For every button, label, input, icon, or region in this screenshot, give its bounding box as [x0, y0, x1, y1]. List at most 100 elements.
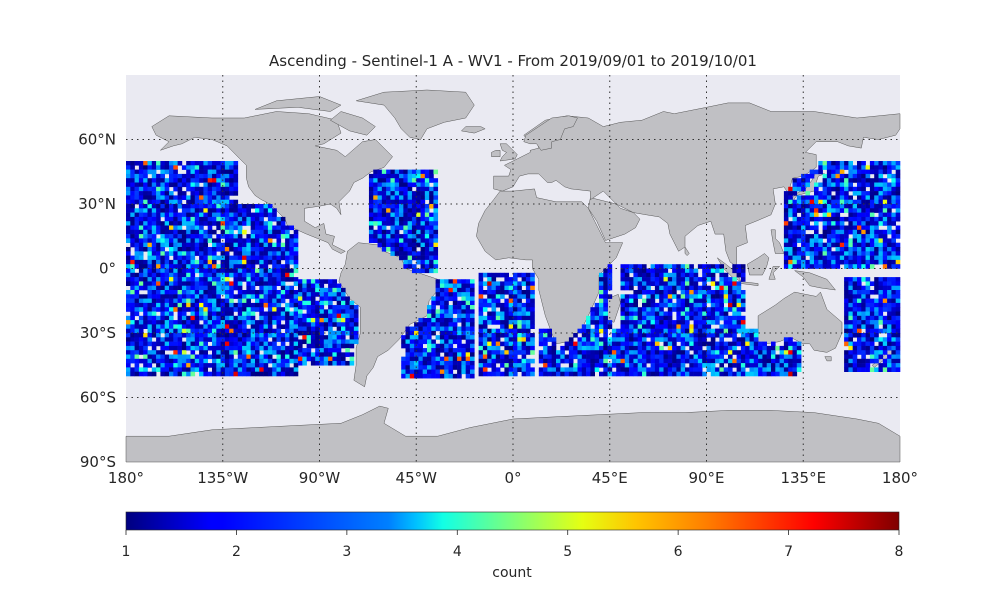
heatmap-cell — [267, 259, 273, 265]
heatmap-cell — [869, 358, 875, 364]
heatmap-cell — [633, 358, 638, 364]
heatmap-cell — [680, 367, 686, 372]
heatmap-cell — [411, 212, 417, 218]
heatmap-cell — [151, 225, 157, 231]
heatmap-cell — [710, 307, 716, 312]
heatmap-cell — [416, 242, 421, 248]
heatmap-cell — [495, 354, 501, 360]
heatmap-cell — [878, 255, 884, 261]
heatmap-cell — [420, 199, 426, 205]
heatmap-cell — [663, 367, 669, 372]
heatmap-cell — [409, 326, 415, 332]
heatmap-cell — [435, 365, 441, 370]
heatmap-cell — [762, 367, 767, 372]
heatmap-cell — [424, 234, 430, 239]
heatmap-cell — [289, 328, 294, 334]
heatmap-cell — [259, 367, 264, 372]
heatmap-cell — [285, 350, 290, 355]
heatmap-cell — [874, 337, 879, 342]
heatmap-cell — [865, 251, 871, 256]
heatmap-cell — [169, 333, 174, 338]
heatmap-cell — [216, 324, 221, 329]
heatmap-cell — [702, 350, 707, 355]
heatmap-cell — [715, 302, 720, 308]
heatmap-cell — [869, 238, 875, 243]
heatmap-cell — [224, 199, 230, 205]
heatmap-cell — [229, 259, 234, 265]
heatmap-cell — [134, 212, 140, 218]
heatmap-cell — [242, 324, 247, 329]
heatmap-cell — [134, 290, 140, 295]
heatmap-cell — [646, 311, 651, 317]
heatmap-cell — [887, 285, 892, 291]
heatmap-cell — [233, 333, 239, 338]
heatmap-cell — [328, 313, 333, 319]
heatmap-cell — [353, 313, 359, 319]
heatmap-cell — [190, 169, 196, 175]
heatmap-cell — [418, 365, 423, 370]
heatmap-cell — [788, 221, 793, 226]
heatmap-cell — [594, 363, 600, 368]
heatmap-cell — [680, 302, 686, 308]
heatmap-cell — [177, 204, 183, 209]
heatmap-cell — [390, 199, 396, 205]
heatmap-cell — [336, 287, 342, 293]
heatmap-cell — [169, 191, 174, 196]
heatmap-cell — [250, 333, 256, 338]
heatmap-cell — [143, 264, 148, 269]
heatmap-cell — [728, 290, 733, 295]
heatmap-cell — [878, 165, 884, 170]
heatmap-cell — [788, 371, 793, 377]
heatmap-cell — [745, 350, 750, 355]
heatmap-cell — [861, 229, 866, 235]
heatmap-cell — [147, 298, 153, 304]
heatmap-cell — [624, 358, 630, 364]
heatmap-cell — [508, 302, 514, 308]
heatmap-cell — [160, 165, 165, 170]
heatmap-cell — [831, 178, 836, 183]
heatmap-cell — [267, 320, 273, 325]
heatmap-cell — [895, 199, 901, 205]
heatmap-cell — [409, 365, 415, 370]
heatmap-cell — [216, 290, 221, 295]
heatmap-cell — [560, 354, 565, 360]
heatmap-cell — [276, 255, 282, 261]
heatmap-cell — [654, 272, 660, 278]
heatmap-cell — [310, 305, 316, 310]
heatmap-cell — [181, 173, 187, 179]
heatmap-cell — [728, 277, 733, 282]
heatmap-cell — [147, 358, 153, 364]
heatmap-cell — [525, 285, 531, 291]
heatmap-cell — [126, 281, 131, 286]
heatmap-cell — [530, 285, 535, 291]
heatmap-cell — [285, 234, 290, 239]
heatmap-cell — [332, 292, 337, 297]
heatmap-cell — [792, 182, 798, 188]
heatmap-cell — [293, 341, 299, 347]
heatmap-cell — [173, 259, 178, 265]
heatmap-cell — [702, 298, 707, 304]
heatmap-cell — [373, 212, 378, 218]
heatmap-cell — [298, 305, 303, 310]
heatmap-cell — [229, 298, 234, 304]
heatmap-cell — [736, 272, 742, 278]
heatmap-cell — [642, 328, 647, 334]
heatmap-cell — [796, 186, 802, 192]
heatmap-cell — [194, 294, 200, 299]
heatmap-cell — [353, 330, 359, 336]
heatmap-cell — [416, 229, 421, 235]
heatmap-cell — [147, 272, 153, 278]
heatmap-cell — [130, 367, 135, 372]
heatmap-cell — [169, 182, 174, 188]
heatmap-cell — [887, 221, 892, 226]
heatmap-cell — [407, 186, 413, 192]
heatmap-cell — [134, 363, 140, 368]
heatmap-cell — [126, 173, 131, 179]
heatmap-cell — [728, 298, 733, 304]
heatmap-cell — [134, 324, 140, 329]
heatmap-cell — [788, 186, 793, 192]
heatmap-cell — [212, 285, 217, 291]
heatmap-cell — [839, 234, 845, 239]
heatmap-cell — [147, 259, 153, 265]
heatmap-cell — [390, 247, 396, 252]
